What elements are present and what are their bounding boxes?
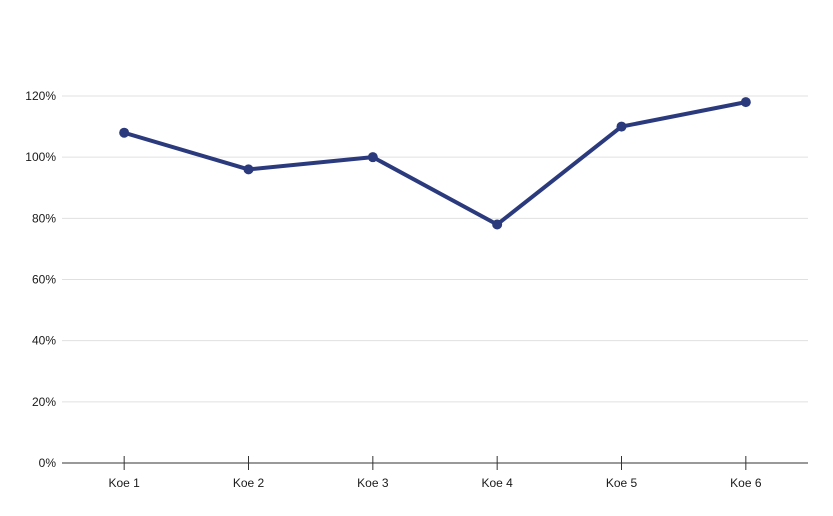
y-tick-label: 40% [32,334,56,348]
x-tick-label: Koe 1 [108,476,140,490]
x-tick-label: Koe 5 [606,476,638,490]
data-point [243,164,254,175]
y-tick-label: 80% [32,211,56,225]
y-tick-label: 120% [25,89,56,103]
x-tick-label: Koe 3 [357,476,389,490]
data-point [119,127,130,138]
y-tick-label: 100% [25,150,56,164]
data-line [122,100,748,227]
y-tick-label: 60% [32,273,56,287]
y-tick-label: 20% [32,395,56,409]
data-point [492,219,503,230]
y-tick-label: 0% [39,456,57,470]
data-point [616,121,627,132]
x-tick-label: Koe 4 [481,476,513,490]
data-point [740,97,751,108]
data-point [367,152,378,163]
x-tick-label: Koe 2 [233,476,265,490]
x-tick-label: Koe 6 [730,476,762,490]
